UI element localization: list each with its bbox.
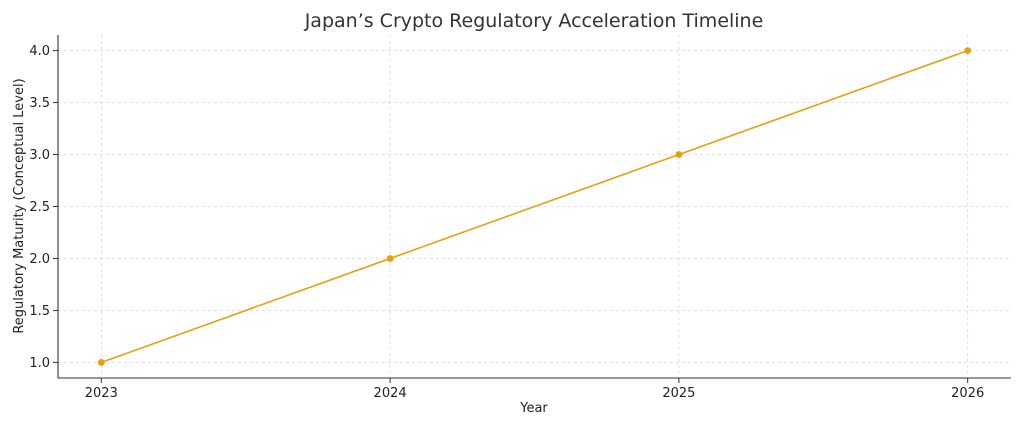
y-tick-label: 1.5 xyxy=(29,304,50,319)
y-tick-label: 2.0 xyxy=(29,252,50,267)
y-tick-label: 1.0 xyxy=(29,356,50,371)
x-tick-label: 2023 xyxy=(85,386,118,401)
data-point xyxy=(386,255,394,262)
y-axis-label: Regulatory Maturity (Conceptual Level) xyxy=(12,78,27,333)
chart-title: Japan’s Crypto Regulatory Acceleration T… xyxy=(304,10,764,32)
x-tick-label: 2025 xyxy=(662,386,695,401)
data-point xyxy=(97,359,105,366)
data-point xyxy=(964,47,972,54)
x-axis-label: Year xyxy=(519,401,548,416)
y-tick-label: 4.0 xyxy=(29,44,50,59)
y-tick-label: 3.0 xyxy=(29,148,50,163)
data-point xyxy=(675,151,683,158)
x-tick-label: 2026 xyxy=(951,386,984,401)
y-tick-label: 2.5 xyxy=(29,200,50,215)
grid xyxy=(58,35,1011,378)
series-layer xyxy=(97,47,972,366)
ticks: 2023 2024 2025 2026 1.0 1.5 2.0 2.5 3.0 3.5 4.0 xyxy=(29,44,984,401)
y-tick-label: 3.5 xyxy=(29,96,50,111)
x-tick-label: 2024 xyxy=(374,386,407,401)
series-line xyxy=(101,49,968,364)
